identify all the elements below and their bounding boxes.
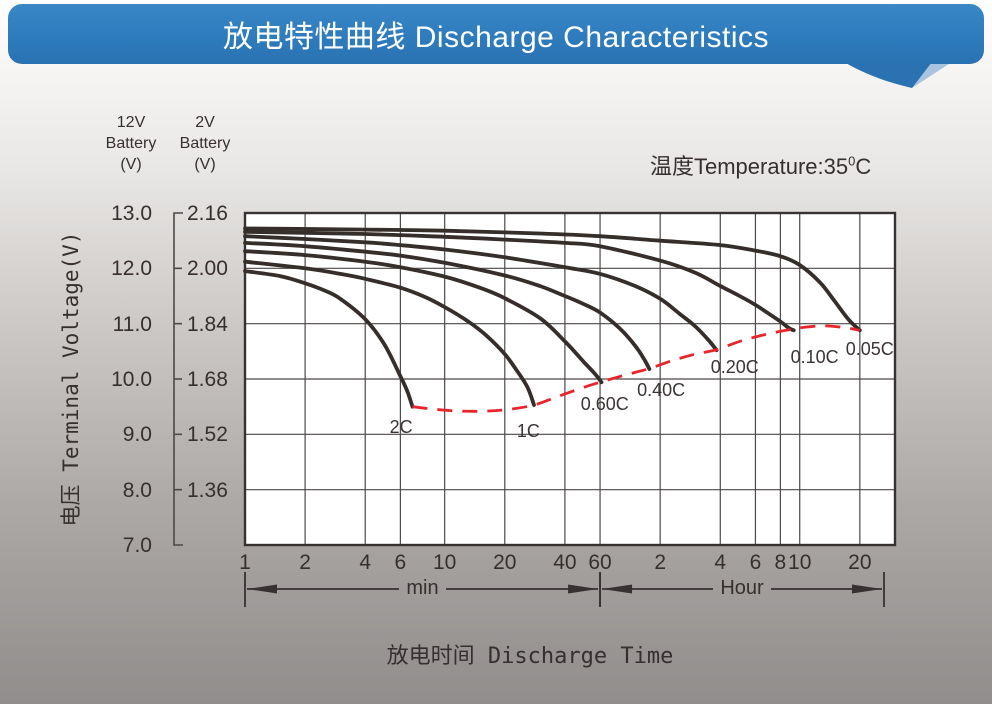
x-tick-1min: 1 <box>239 551 251 574</box>
arrowhead-right-icon <box>568 584 599 594</box>
y-tick-12v-11.0: 11.0 <box>112 312 152 336</box>
x-tick-240min: 4 <box>714 551 727 574</box>
x-tick-40min: 40 <box>553 551 577 574</box>
y-axis-12v-header: 12V Battery (V) <box>91 112 171 175</box>
range-label-Hour: Hour <box>720 577 764 599</box>
x-tick-10min: 10 <box>432 551 457 574</box>
arrowhead-left-icon <box>602 584 633 594</box>
y-tick-12v-12.0: 12.0 <box>111 257 152 281</box>
y-tick-12v-10.0: 10.0 <box>111 368 152 391</box>
x-tick-6min: 6 <box>394 551 407 574</box>
y-tick-2v-1.52: 1.52 <box>187 423 228 447</box>
curve-label-0.40C: 0.40C <box>637 380 686 401</box>
page-title: 放电特性曲线 Discharge Characteristics <box>222 21 770 54</box>
arrowhead-left-icon <box>247 584 277 594</box>
x-axis-title: 放电时间 Discharge Time <box>386 644 674 669</box>
y-tick-12v-9.0: 9.0 <box>122 423 152 447</box>
temperature-unit: C <box>855 154 872 179</box>
temperature-superscript: 0 <box>848 153 856 169</box>
y-tick-2v-1.36: 1.36 <box>187 478 228 502</box>
header-line: Battery <box>105 135 157 152</box>
arrowhead-right-icon <box>852 584 882 594</box>
x-tick-1200min: 20 <box>848 551 872 574</box>
x-tick-480min: 8 <box>774 551 787 574</box>
y-tick-12v-8.0: 8.0 <box>122 478 152 502</box>
y-tick-2v-1.68: 1.68 <box>187 368 228 391</box>
header-line: (V) <box>120 156 142 173</box>
header-line: 2V <box>195 114 215 131</box>
2v-scale-bracket <box>173 212 183 546</box>
y-tick-12v-13.0: 13.0 <box>111 202 152 225</box>
curve-label-0.20C: 0.20C <box>710 356 759 377</box>
curve-label-1C: 1C <box>516 420 540 441</box>
y-tick-2v-2.00: 2.00 <box>187 257 228 281</box>
x-tick-120min: 2 <box>654 551 666 574</box>
x-tick-360min: 6 <box>749 551 762 574</box>
curve-label-0.10C: 0.10C <box>790 346 839 367</box>
y-tick-2v-2.16: 2.16 <box>187 202 228 225</box>
x-tick-20min: 20 <box>493 551 517 574</box>
banner-tail-light-icon <box>902 62 952 88</box>
x-tick-4min: 4 <box>359 551 372 574</box>
banner-tail-icon <box>844 62 932 88</box>
temperature-text: 温度Temperature:35 <box>650 154 849 179</box>
x-tick-600min: 10 <box>788 551 812 574</box>
temperature-label: 温度Temperature:350C <box>650 149 871 181</box>
curve-label-0.05C: 0.05C <box>845 339 894 360</box>
plot-area <box>245 213 895 545</box>
title-banner: 放电特性曲线 Discharge Characteristics <box>8 4 984 64</box>
curve-label-0.60C: 0.60C <box>580 393 629 414</box>
y-tick-2v-1.84: 1.84 <box>187 312 228 336</box>
header-line: Battery <box>179 135 231 152</box>
y-axis-2v-header: 2V Battery (V) <box>165 112 245 175</box>
range-label-min: min <box>406 577 439 599</box>
x-tick-2min: 2 <box>299 551 311 574</box>
x-tick-60min: 60 <box>588 551 612 574</box>
header-line: 12V <box>116 114 146 131</box>
y-tick-12v-7.0: 7.0 <box>122 534 152 557</box>
curve-label-2C: 2C <box>389 416 413 437</box>
y-axis-title: 电压 Terminal Voltage(V) <box>59 231 83 527</box>
header-line: (V) <box>194 156 216 173</box>
